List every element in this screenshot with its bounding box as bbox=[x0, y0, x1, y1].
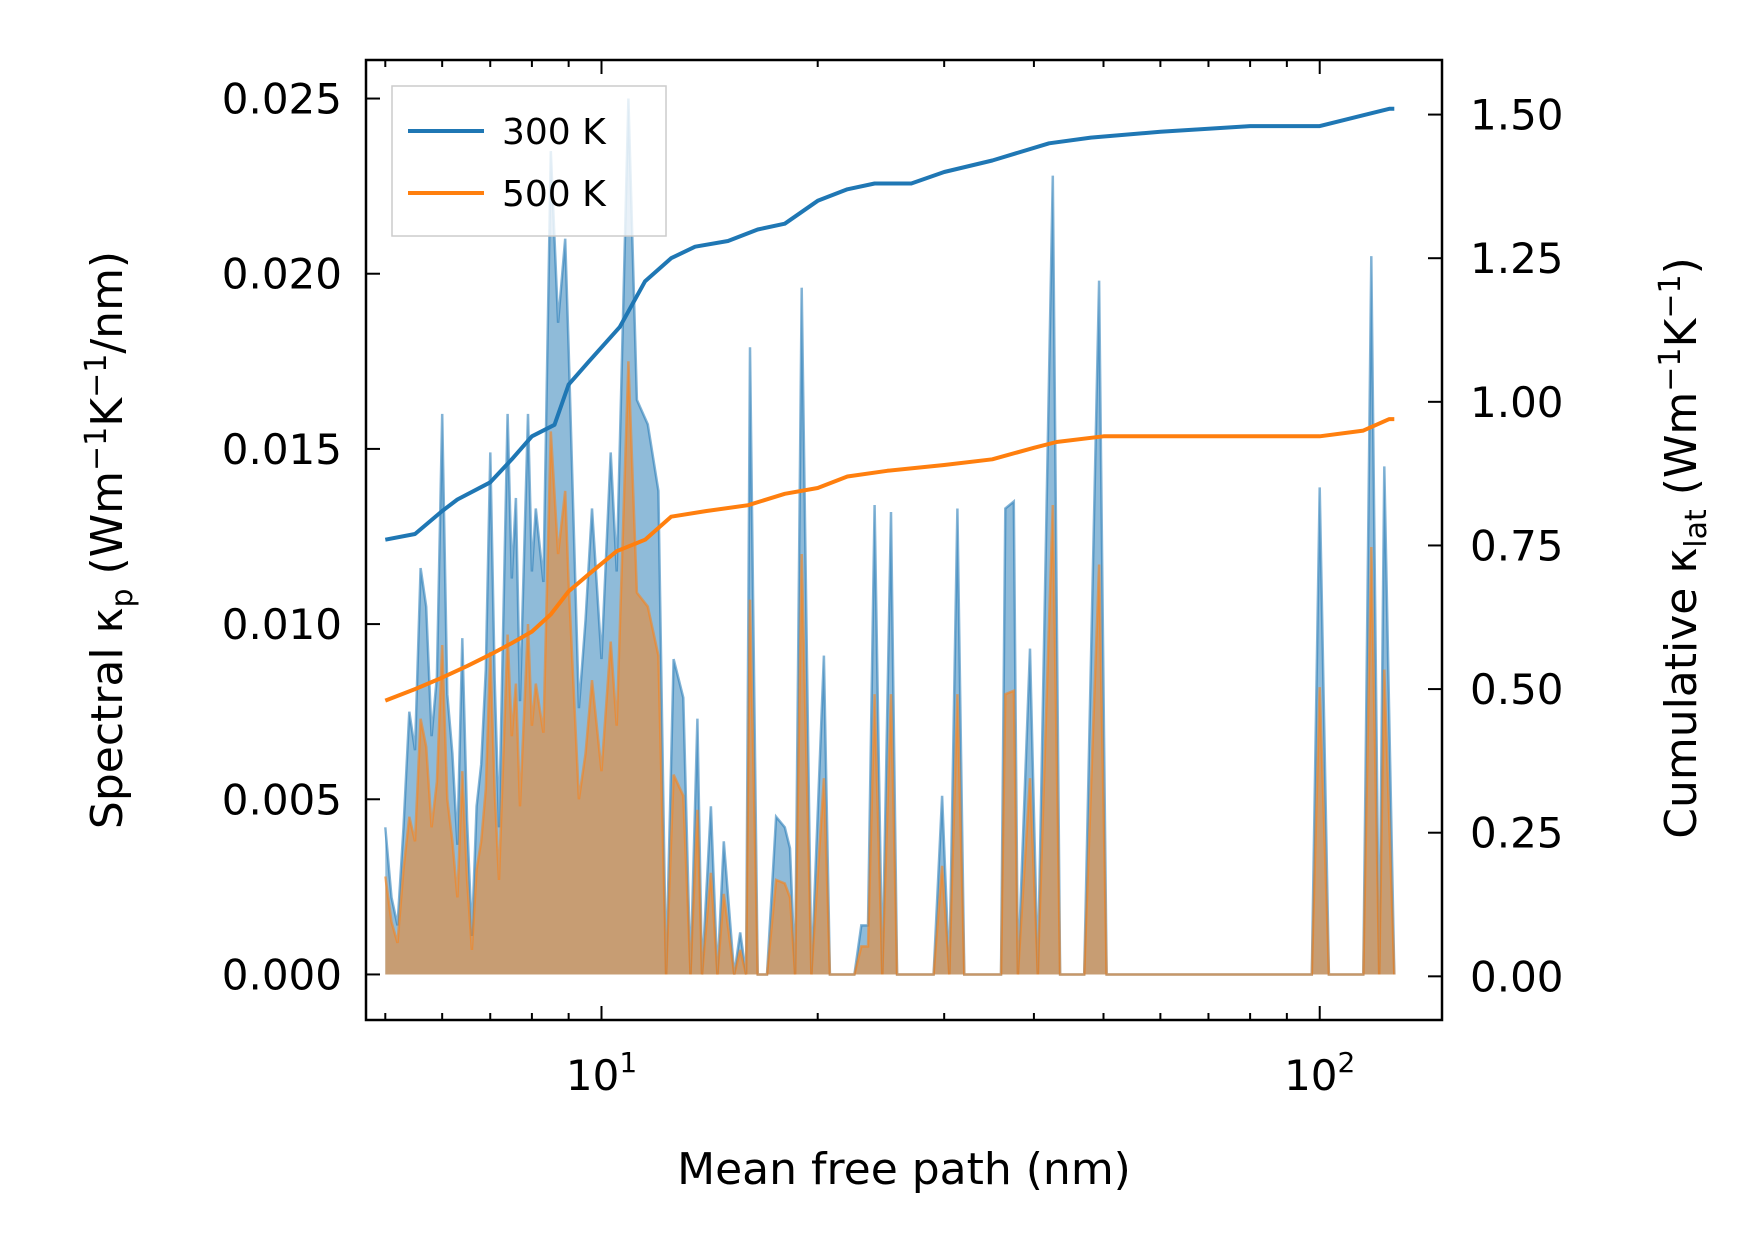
y-left-title-sub: p bbox=[105, 588, 140, 607]
x-axis-title: Mean free path (nm) bbox=[677, 1144, 1131, 1195]
spectral-area-500k bbox=[385, 361, 1395, 975]
y-right-tick-label: 0.00 bbox=[1470, 952, 1564, 1001]
legend-frame bbox=[391, 85, 667, 237]
y-right-tick-label: 0.50 bbox=[1470, 665, 1564, 714]
cumulative-line-500k bbox=[384, 417, 1395, 703]
y-left-title-mid: K bbox=[82, 397, 133, 427]
legend-label-300k: 300 K bbox=[502, 112, 607, 153]
y-right-tick-label: 1.00 bbox=[1470, 378, 1564, 427]
y-right-title-main: Cumulative κ bbox=[1656, 548, 1707, 839]
y-left-title-end: /nm) bbox=[82, 251, 133, 354]
y-left-title-sup1: −1 bbox=[79, 427, 114, 471]
y-right-tick-label: 0.25 bbox=[1470, 809, 1564, 858]
y-left-tick-label: 0.010 bbox=[222, 600, 342, 649]
spectral-line-500k bbox=[384, 361, 1396, 976]
cumulative-line-300k bbox=[384, 106, 1395, 542]
y-left-title-rest: (Wm bbox=[82, 471, 133, 589]
y-left-tick-label: 0.005 bbox=[222, 775, 342, 824]
y-left-axis-title: Spectral κp (Wm−1K−1/nm) bbox=[79, 251, 140, 829]
y-right-title-sup2: −1 bbox=[1653, 274, 1688, 318]
y-right-title-rest: (Wm bbox=[1656, 392, 1707, 510]
y-right-tick-label: 1.50 bbox=[1470, 91, 1564, 140]
y-left-tick-label: 0.015 bbox=[222, 425, 342, 474]
y-left-tick-label: 0.000 bbox=[222, 950, 342, 999]
y-left-tick-label: 0.020 bbox=[222, 250, 342, 299]
y-right-title-sup1: −1 bbox=[1653, 347, 1688, 391]
x-tick-base: 10 bbox=[566, 1051, 619, 1100]
y-left-tick-labels: 0.000 0.005 0.010 0.015 0.020 0.025 bbox=[222, 75, 342, 1000]
y-right-tick-label: 0.75 bbox=[1470, 521, 1564, 570]
x-tick-base: 10 bbox=[1284, 1051, 1337, 1100]
y-right-tick-label: 1.25 bbox=[1470, 234, 1564, 283]
plot-area bbox=[384, 98, 1396, 976]
y-right-title-mid: K bbox=[1656, 317, 1707, 347]
x-tick-exponent: 2 bbox=[1338, 1046, 1356, 1079]
y-right-tick-labels: 0.00 0.25 0.50 0.75 1.00 1.25 1.50 bbox=[1470, 91, 1564, 1002]
legend-label-500k: 500 K bbox=[502, 174, 607, 215]
y-right-title-end: ) bbox=[1656, 257, 1707, 274]
x-tick-label-100: 102 bbox=[1284, 1046, 1355, 1100]
legend: 300 K 500 K bbox=[391, 85, 667, 237]
y-left-tick-label: 0.025 bbox=[222, 75, 342, 124]
y-right-title-sub: lat bbox=[1679, 509, 1714, 548]
plot-frame bbox=[364, 58, 1444, 1022]
x-tick-label-10: 101 bbox=[566, 1046, 637, 1100]
y-left-title-main: Spectral κ bbox=[82, 608, 133, 830]
y-right-axis-title: Cumulative κlat (Wm−1K−1) bbox=[1653, 257, 1714, 839]
y-left-title-sup2: −1 bbox=[79, 354, 114, 398]
x-tick-exponent: 1 bbox=[619, 1046, 637, 1079]
